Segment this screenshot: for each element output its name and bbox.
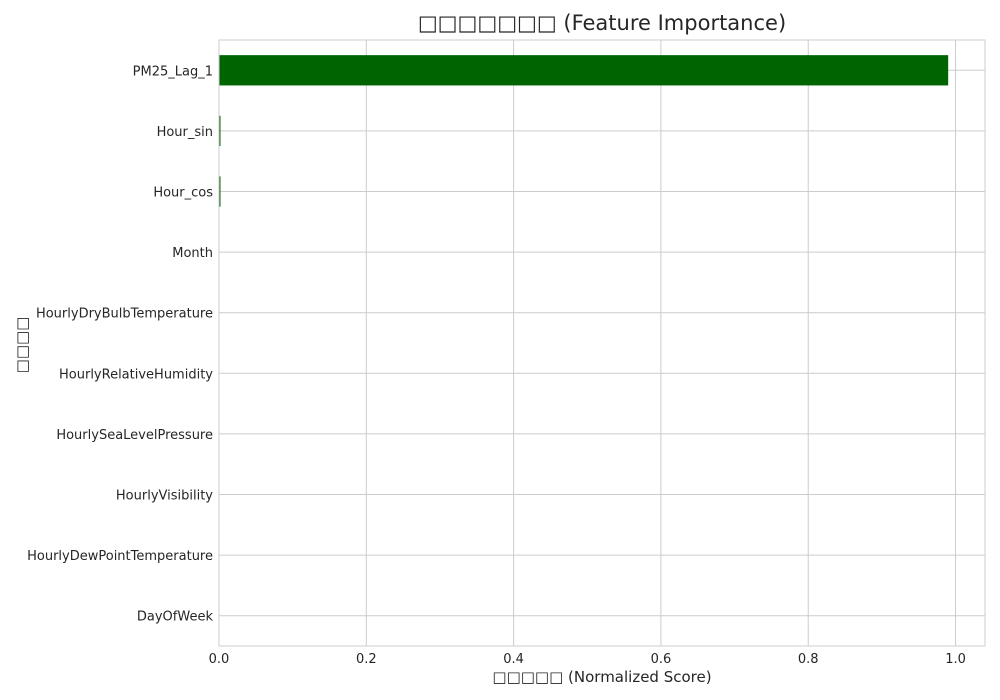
x-tick-label: 0.2 [356, 652, 377, 667]
y-tick-label: HourlyVisibility [116, 489, 213, 504]
y-axis-label: □□□□ [13, 317, 31, 374]
y-tick-label: DayOfWeek [137, 610, 214, 625]
y-tick-label: PM25_Lag_1 [133, 64, 213, 79]
x-tick-label: 0.8 [798, 652, 819, 667]
x-tick-label: 1.0 [945, 652, 966, 667]
x-tick-labels: 0.0 0.2 0.4 0.6 0.8 1.0 [209, 652, 966, 667]
chart-title: □□□□□□□ (Feature Importance) [418, 11, 786, 35]
bar [219, 176, 221, 207]
y-tick-label: Month [172, 246, 213, 261]
x-tick-label: 0.0 [209, 652, 230, 667]
grid-lines [218, 40, 985, 646]
y-tick-label: HourlySeaLevelPressure [56, 428, 213, 443]
y-tick-labels: PM25_Lag_1 Hour_sin Hour_cos Month HourlyDry… [27, 64, 213, 624]
y-tick-label: HourlyDewPointTemperature [27, 549, 213, 564]
bars [219, 55, 949, 207]
x-axis-label: □□□□□ (Normalized Score) [492, 668, 711, 686]
y-tick-label: Hour_cos [153, 186, 213, 201]
x-tick-label: 0.6 [651, 652, 672, 667]
x-tick-label: 0.4 [503, 652, 524, 667]
y-tick-label: Hour_sin [157, 125, 213, 140]
y-tick-label: HourlyDryBulbTemperature [36, 307, 213, 322]
plot-frame [218, 39, 986, 647]
bar [219, 115, 221, 147]
bar [219, 55, 949, 86]
y-tick-label: HourlyRelativeHumidity [59, 367, 213, 382]
